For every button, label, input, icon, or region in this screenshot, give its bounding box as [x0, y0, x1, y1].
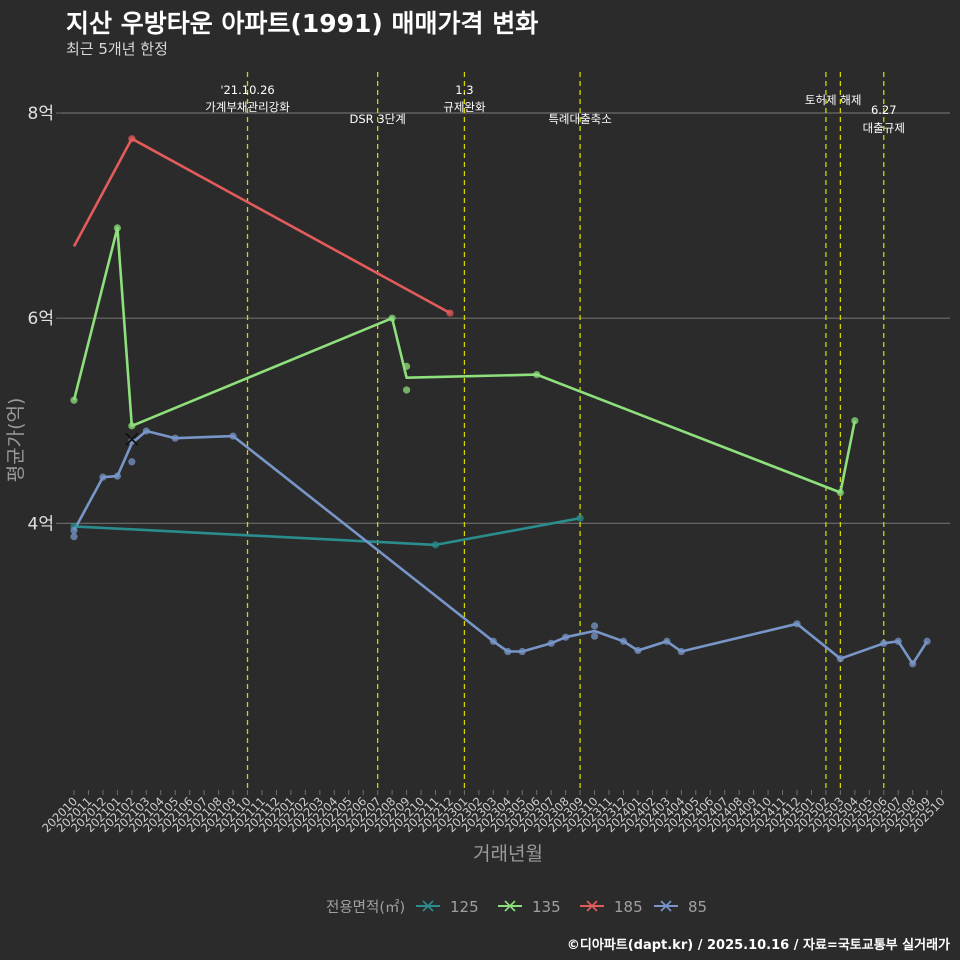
data-point-85: [99, 473, 107, 481]
data-point-85: [590, 632, 599, 640]
x-axis-label: 거래년월: [473, 843, 543, 865]
legend-title: 전용면적(㎡): [326, 899, 405, 916]
event-label: 규제완화: [443, 100, 486, 114]
grid: [62, 112, 950, 524]
y-tick-label: 4억: [28, 514, 54, 534]
data-point-135: [113, 224, 121, 232]
data-point-85: [880, 639, 888, 647]
legend-symbol-185: [586, 900, 598, 912]
data-point-85: [70, 526, 78, 535]
data-point-85: [547, 639, 555, 647]
data-point-185: [446, 309, 454, 317]
y-tick-label: 6억: [28, 309, 54, 329]
data-point-185: [128, 135, 136, 143]
event-label: '21.10.26: [220, 83, 274, 97]
data-point-85: [663, 637, 671, 645]
x-axis: 2020102020112020122021012021022021032021…: [39, 790, 948, 835]
data-point-85: [619, 637, 628, 645]
event-label: DSR 3단계: [350, 112, 406, 126]
highlight-marker: [125, 432, 139, 446]
legend-label-85: 85: [688, 898, 707, 916]
event-label: 1.3: [455, 83, 473, 97]
y-axis: 4억 6억 8억: [28, 104, 62, 534]
event-label: 가계부채관리강화: [205, 100, 290, 114]
legend: 전용면적(㎡) 125 135 185 85: [326, 898, 707, 916]
event-label: 6.27: [871, 103, 897, 117]
data-point-85: [909, 660, 917, 668]
series-points: [70, 135, 931, 668]
series-line-135: [72, 226, 857, 494]
data-point-135: [402, 362, 411, 370]
data-point-85: [171, 434, 179, 442]
data-point-135: [836, 488, 844, 497]
legend-symbol-125: [422, 900, 434, 912]
data-point-85: [562, 633, 570, 641]
series-line-85: [72, 429, 929, 666]
data-point-85: [113, 472, 121, 480]
y-axis-label: 평균가(억): [5, 398, 27, 483]
data-point-85: [634, 646, 642, 655]
event-label: 특례대출축소: [548, 112, 611, 126]
data-point-85: [677, 647, 685, 656]
data-point-85: [518, 647, 526, 656]
source-caption: ©디아파트(dapt.kr) / 2025.10.16 / 자료=국토교통부 실…: [566, 938, 950, 953]
event-label: 대출규제: [863, 121, 905, 135]
legend-symbol-135: [504, 900, 516, 912]
data-point-135: [402, 386, 411, 394]
chart-subtitle: 최근 5개년 한정: [66, 40, 168, 58]
legend-symbol-85: [660, 900, 672, 912]
data-point-85: [793, 620, 801, 628]
data-point-85: [128, 458, 136, 466]
data-point-135: [128, 422, 136, 430]
series-line-185: [72, 137, 451, 315]
data-point-85: [590, 622, 599, 630]
chart-title: 지산 우방타운 아파트(1991) 매매가격 변화: [66, 9, 539, 38]
legend-label-135: 135: [532, 898, 561, 916]
data-point-125: [576, 514, 584, 522]
data-point-85: [923, 637, 931, 645]
data-point-85: [128, 437, 136, 445]
data-point-135: [70, 396, 78, 404]
legend-label-185: 185: [614, 898, 643, 916]
data-point-85: [489, 637, 497, 645]
legend-label-125: 125: [450, 898, 479, 916]
data-point-85: [142, 427, 150, 435]
data-point-85: [70, 533, 78, 541]
data-point-125: [431, 541, 440, 549]
data-point-135: [533, 370, 541, 379]
series-line-125: [73, 516, 581, 547]
data-point-85: [229, 432, 237, 440]
data-point-135: [388, 314, 396, 322]
data-point-85: [836, 655, 844, 663]
data-point-85: [504, 647, 512, 656]
data-point-135: [851, 417, 859, 425]
series-lines: [72, 137, 929, 666]
event-label: 토허제 해제: [805, 93, 862, 107]
y-tick-label: 8억: [28, 104, 54, 124]
data-point-85: [894, 637, 902, 645]
